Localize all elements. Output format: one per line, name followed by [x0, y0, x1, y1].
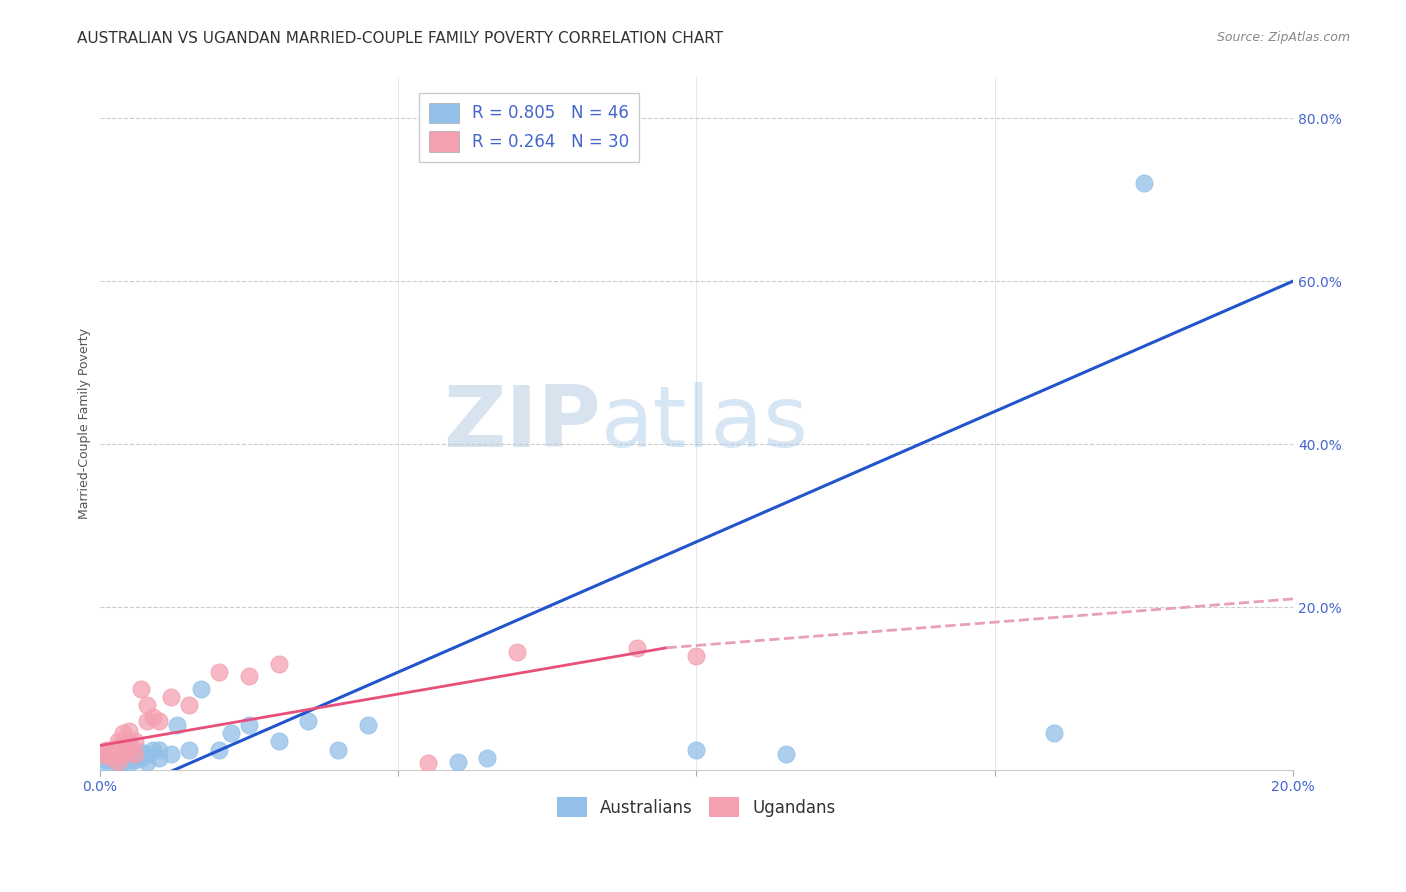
Point	[107, 756, 129, 771]
Point	[190, 681, 212, 696]
Point	[267, 657, 290, 671]
Point	[107, 745, 129, 759]
Point	[124, 748, 146, 763]
Point	[179, 698, 201, 712]
Point	[297, 714, 319, 728]
Point	[148, 742, 170, 756]
Point	[94, 753, 117, 767]
Point	[131, 751, 153, 765]
Y-axis label: Married-Couple Family Poverty: Married-Couple Family Poverty	[79, 328, 91, 519]
Point	[238, 718, 260, 732]
Point	[328, 742, 350, 756]
Point	[357, 718, 380, 732]
Point	[100, 748, 122, 763]
Point	[1133, 177, 1156, 191]
Point	[89, 748, 111, 763]
Point	[94, 747, 117, 761]
Text: atlas: atlas	[600, 382, 808, 466]
Point	[112, 751, 135, 765]
Point	[142, 710, 165, 724]
Point	[89, 756, 111, 771]
Point	[112, 748, 135, 763]
Point	[477, 751, 499, 765]
Point	[136, 714, 159, 728]
Point	[107, 740, 129, 755]
Point	[160, 690, 183, 704]
Point	[124, 753, 146, 767]
Point	[142, 742, 165, 756]
Point	[166, 718, 188, 732]
Point	[208, 665, 231, 680]
Point	[238, 669, 260, 683]
Point	[118, 723, 141, 738]
Point	[148, 714, 170, 728]
Point	[100, 745, 122, 759]
Point	[118, 742, 141, 756]
Point	[136, 747, 159, 761]
Point	[124, 747, 146, 761]
Point	[131, 745, 153, 759]
Point	[94, 747, 117, 761]
Point	[219, 726, 242, 740]
Point	[107, 751, 129, 765]
Point	[685, 742, 707, 756]
Point	[416, 756, 439, 771]
Point	[112, 747, 135, 761]
Point	[107, 748, 129, 763]
Point	[136, 755, 159, 769]
Point	[775, 747, 797, 761]
Text: Source: ZipAtlas.com: Source: ZipAtlas.com	[1216, 31, 1350, 45]
Point	[626, 640, 648, 655]
Legend: Australians, Ugandans: Australians, Ugandans	[550, 790, 842, 824]
Point	[100, 751, 122, 765]
Point	[118, 751, 141, 765]
Point	[112, 742, 135, 756]
Point	[107, 755, 129, 769]
Point	[118, 756, 141, 771]
Point	[118, 740, 141, 755]
Point	[112, 739, 135, 753]
Point	[136, 698, 159, 712]
Point	[112, 726, 135, 740]
Point	[267, 734, 290, 748]
Point	[107, 734, 129, 748]
Point	[685, 648, 707, 663]
Point	[100, 755, 122, 769]
Point	[148, 751, 170, 765]
Point	[94, 751, 117, 765]
Point	[124, 734, 146, 748]
Point	[118, 747, 141, 761]
Point	[131, 681, 153, 696]
Point	[160, 747, 183, 761]
Point	[100, 745, 122, 759]
Point	[112, 755, 135, 769]
Point	[208, 742, 231, 756]
Point	[94, 742, 117, 756]
Point	[1043, 726, 1066, 740]
Point	[446, 755, 468, 769]
Text: ZIP: ZIP	[443, 382, 600, 466]
Point	[100, 742, 122, 756]
Point	[179, 742, 201, 756]
Text: AUSTRALIAN VS UGANDAN MARRIED-COUPLE FAMILY POVERTY CORRELATION CHART: AUSTRALIAN VS UGANDAN MARRIED-COUPLE FAM…	[77, 31, 724, 46]
Point	[506, 645, 529, 659]
Point	[118, 734, 141, 748]
